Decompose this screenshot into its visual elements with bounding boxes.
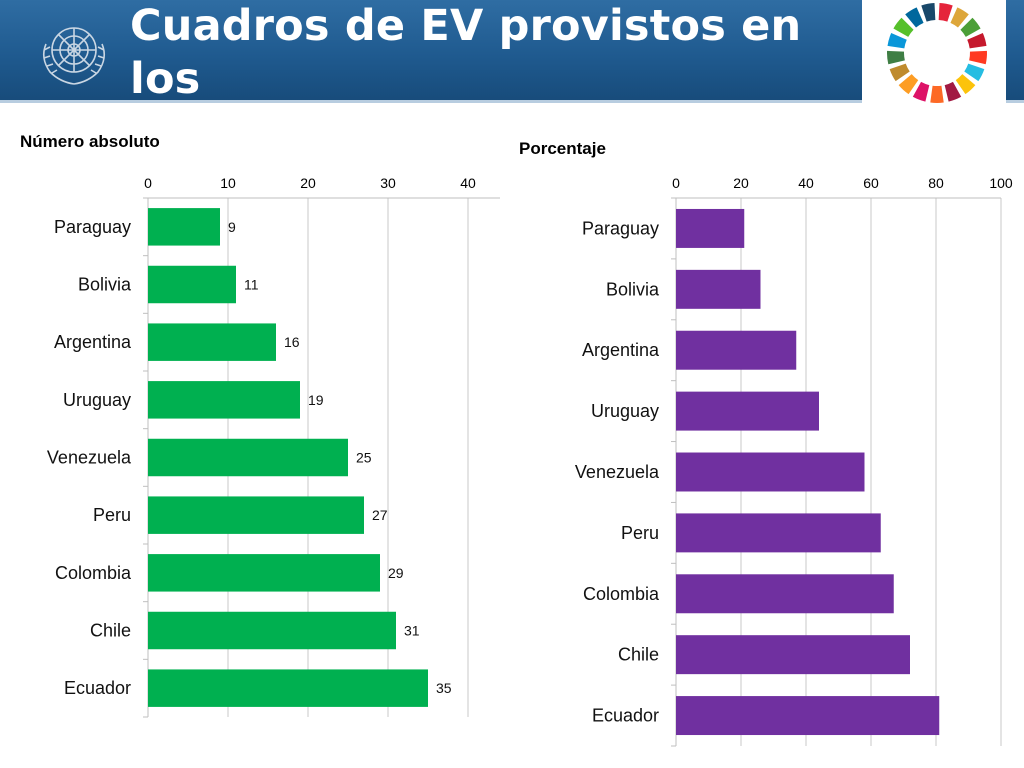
absolute-number-chart: 0 10 20 30 40 Paraguay 9 Bolivia 11 Argentina 16 Ur…: [47, 175, 500, 718]
bar: [676, 330, 797, 370]
x-tick-label: 20: [300, 175, 316, 191]
x-tick-label: 40: [798, 175, 814, 191]
bar: [676, 208, 745, 248]
x-tick-label: 0: [672, 175, 680, 191]
sdg-wheel-segment: [930, 85, 944, 103]
sdg-wheel-segment: [960, 17, 981, 37]
bar: [148, 496, 364, 534]
title-line-2: últimos cinco años: [130, 107, 585, 157]
x-tick-label: 10: [220, 175, 236, 191]
category-label: Chile: [90, 621, 131, 641]
title-line-1: Cuadros de EV provistos en los: [130, 1, 802, 104]
sdg-wheel-segment: [887, 32, 907, 49]
sdg-wheel-segment: [893, 17, 914, 37]
x-tick-label: 40: [460, 175, 476, 191]
header-divider: [0, 100, 1024, 103]
slide-header: Cuadros de EV provistos en los últimos c…: [0, 0, 1024, 157]
category-label: Uruguay: [591, 401, 659, 421]
bar: [148, 554, 380, 592]
bar: [676, 513, 881, 553]
bar: [148, 323, 276, 361]
sdg-wheel-segment: [898, 74, 919, 95]
category-label: Paraguay: [582, 218, 659, 238]
slide-title: Cuadros de EV provistos en los últimos c…: [130, 0, 850, 159]
data-label: 31: [404, 623, 420, 639]
sdg-wheel-icon: [887, 3, 987, 103]
x-tick-label: 100: [989, 175, 1013, 191]
sdg-wheel-segment: [905, 7, 924, 28]
bar: [676, 269, 761, 309]
un-emblem-icon: [42, 27, 106, 85]
right-chart-title: Porcentaje: [519, 139, 606, 158]
data-label: 29: [388, 565, 404, 581]
sdg-wheel-segment: [921, 3, 936, 22]
sdg-wheel-segment: [938, 3, 953, 22]
data-label: 27: [372, 507, 388, 523]
x-tick-label: 30: [380, 175, 396, 191]
bar: [148, 208, 220, 246]
category-label: Peru: [93, 505, 131, 525]
bar: [148, 381, 300, 419]
category-label: Venezuela: [47, 448, 132, 468]
bar: [148, 438, 348, 477]
sdg-wheel-segment: [950, 7, 969, 28]
left-chart-title: Número absoluto: [20, 132, 160, 151]
sdg-wheel-segment: [969, 50, 987, 65]
category-label: Bolivia: [606, 279, 660, 299]
x-tick-label: 20: [733, 175, 749, 191]
x-tick-label: 0: [144, 175, 152, 191]
sdg-wheel-segment: [964, 63, 985, 82]
bar: [676, 696, 940, 736]
sdg-wheel-segment: [944, 81, 962, 102]
data-label: 11: [244, 277, 259, 293]
category-label: Chile: [618, 645, 659, 665]
bar: [676, 635, 910, 675]
data-label: 16: [284, 334, 300, 350]
category-label: Peru: [621, 523, 659, 543]
percentage-chart: 0 20 40 60 80 100 Paraguay Bolivia Argentina Urug…: [575, 175, 1013, 747]
category-label: Colombia: [55, 563, 132, 583]
data-label: 19: [308, 392, 324, 408]
sdg-wheel-segment: [887, 50, 905, 65]
sdg-wheel-segment: [889, 63, 910, 82]
x-tick-label: 60: [863, 175, 879, 191]
category-label: Bolivia: [78, 275, 132, 295]
category-label: Ecuador: [64, 678, 131, 698]
bar: [148, 611, 396, 650]
bar: [676, 452, 865, 492]
category-label: Uruguay: [63, 390, 131, 410]
sdg-wheel-segment: [967, 32, 987, 49]
data-label: 9: [228, 219, 236, 235]
category-label: Paraguay: [54, 217, 131, 237]
bar: [148, 265, 236, 304]
category-label: Colombia: [583, 584, 660, 604]
category-label: Venezuela: [575, 462, 660, 482]
sdg-wheel-segment: [955, 74, 976, 95]
bar: [676, 574, 894, 614]
bar: [676, 391, 819, 431]
data-label: 25: [356, 450, 372, 466]
data-label: 35: [436, 680, 452, 696]
bar: [148, 669, 428, 707]
sdg-wheel-segment: [912, 81, 930, 102]
x-tick-label: 80: [928, 175, 944, 191]
category-label: Argentina: [582, 340, 660, 360]
category-label: Argentina: [54, 332, 132, 352]
category-label: Ecuador: [592, 706, 659, 726]
